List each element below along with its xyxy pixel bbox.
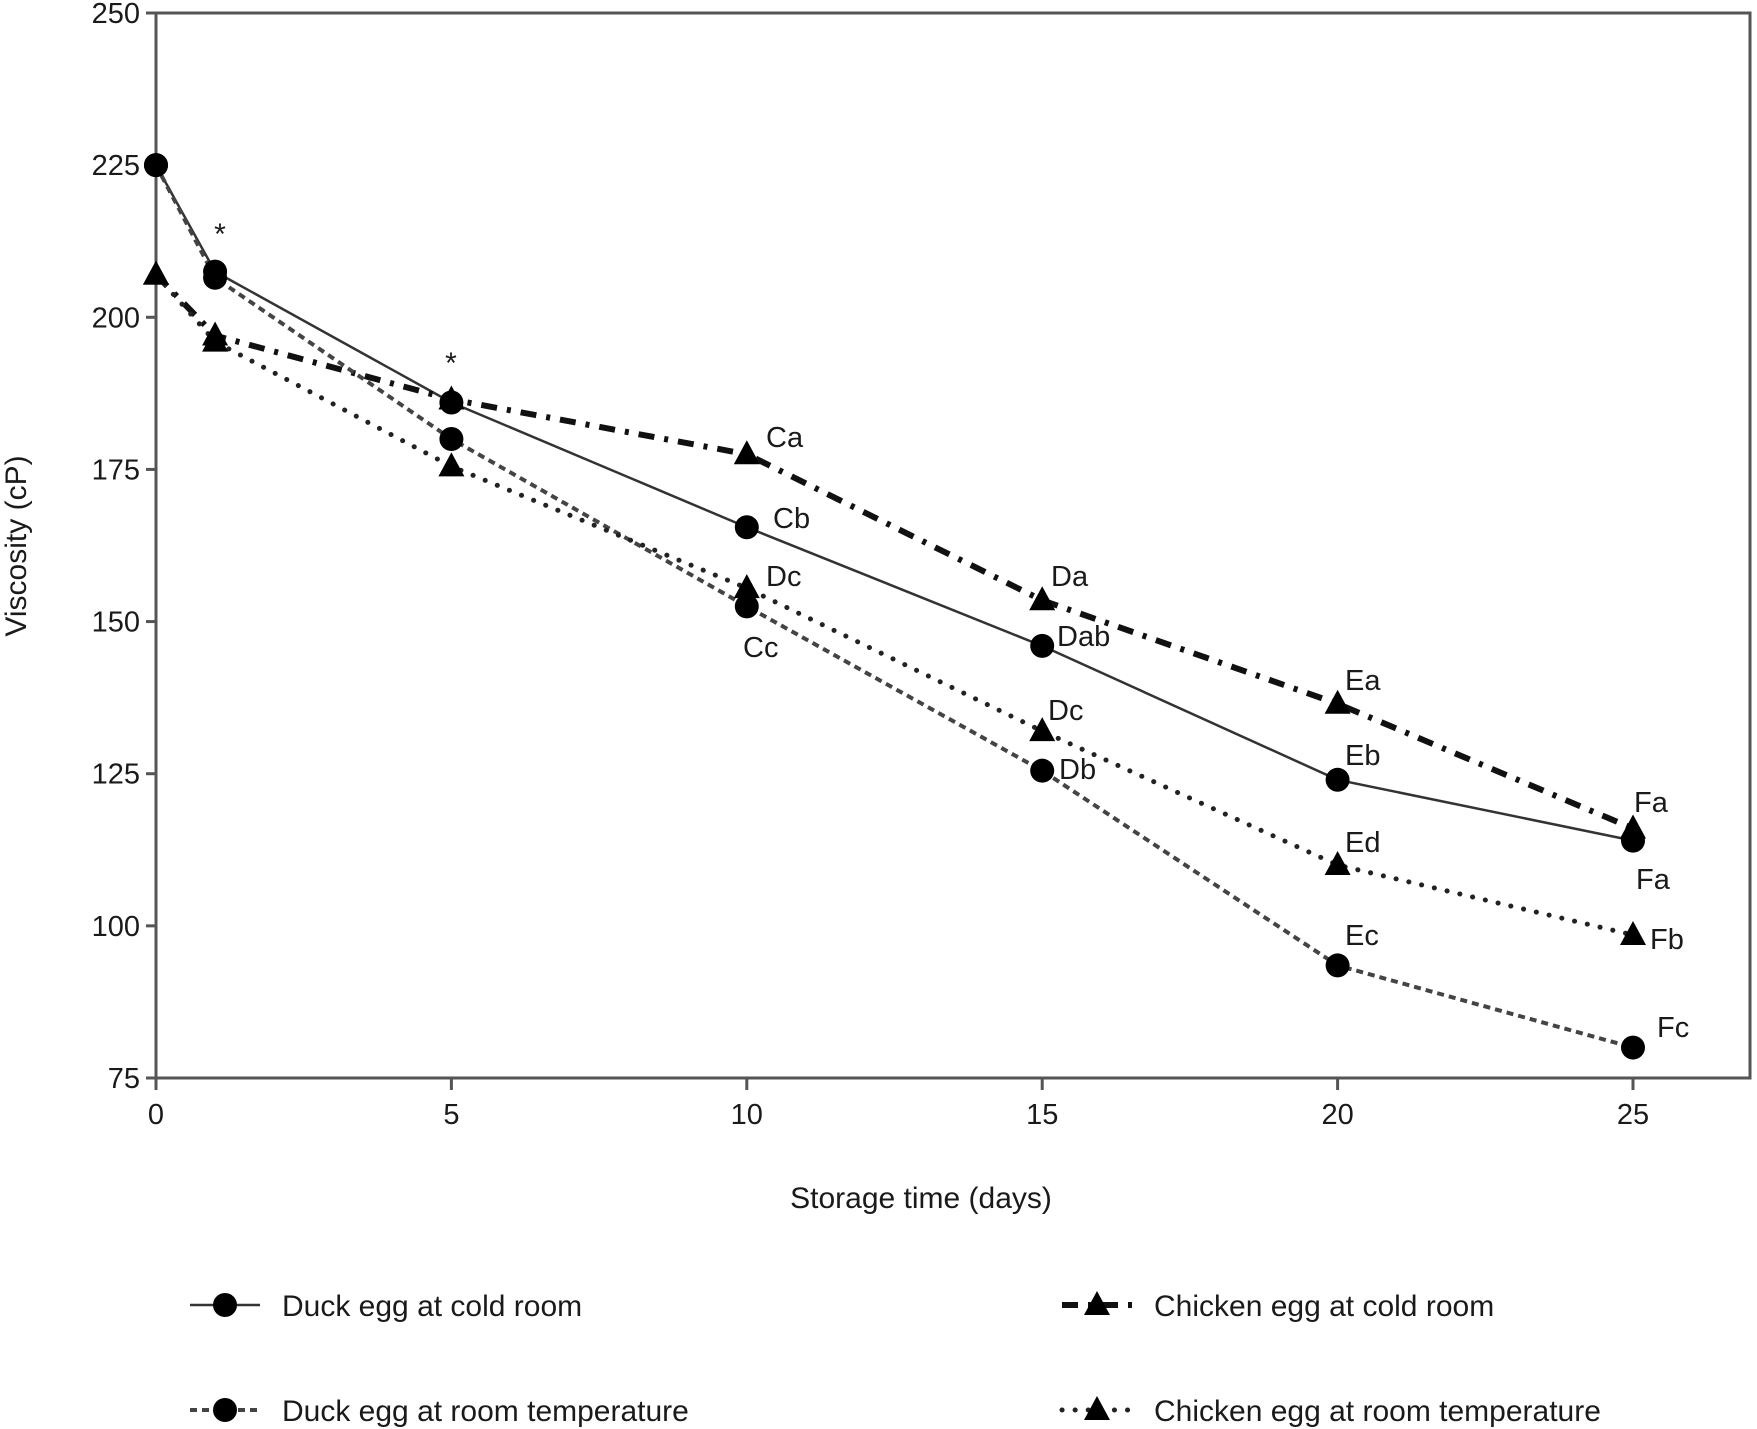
data-point-triangle: [1324, 851, 1351, 875]
y-tick-label: 250: [92, 0, 140, 30]
legend-marker: [213, 1398, 237, 1422]
series-line-2: [154, 164, 1634, 1050]
legend-label: Chicken egg at room temperature: [1154, 1395, 1601, 1428]
x-tick-label: 10: [731, 1099, 763, 1131]
data-point-triangle: [733, 574, 760, 599]
data-point-triangle: [1324, 689, 1351, 714]
annotation-label: Fa: [1634, 787, 1669, 819]
legend-label: Chicken egg at cold room: [1154, 1290, 1494, 1323]
data-point-circle: [1325, 953, 1350, 978]
series-line-3: [153, 272, 1636, 938]
legend-marker: [1084, 1396, 1110, 1420]
data-point-triangle: [733, 440, 760, 465]
data-point-triangle: [1029, 586, 1056, 611]
y-tick-label: 150: [92, 607, 140, 639]
series-markers: [143, 153, 1646, 1060]
annotation-label: Dc: [1048, 695, 1083, 727]
annotation-label: Db: [1059, 754, 1096, 786]
data-point-triangle: [438, 452, 465, 477]
x-tick-label: 20: [1321, 1099, 1353, 1131]
annotation-label: *: [445, 347, 457, 380]
axes: 75 100 125 150 175 200 225 250 0 5 10 15 20 25: [92, 0, 1650, 1131]
legend-item: Chicken egg at cold room: [1062, 1290, 1494, 1323]
annotation-label: Eb: [1345, 740, 1380, 772]
y-tick-label: 100: [92, 911, 140, 943]
y-tick-label: 200: [92, 302, 140, 334]
annotation-label: Fa: [1636, 864, 1671, 896]
data-point-triangle: [438, 385, 465, 410]
legend-item: Chicken egg at room temperature: [1059, 1395, 1601, 1428]
data-point-circle: [734, 594, 759, 619]
x-tick-label: 5: [443, 1099, 459, 1131]
legend: Duck egg at cold room Chicken egg at cold…: [190, 1290, 1601, 1428]
data-point-triangle: [143, 260, 169, 285]
annotations: * * Ca Cb Dc Cc Da Dab Dc Db Ea Eb Ed Ec Fa Fa Fb Fc: [214, 218, 1689, 1044]
annotation-label: Ec: [1345, 920, 1379, 952]
data-point-circle: [203, 265, 228, 290]
x-axis-label: Storage time (days): [790, 1182, 1052, 1215]
y-tick-label: 125: [92, 759, 140, 791]
annotation-label: *: [214, 218, 226, 251]
annotation-label: Ed: [1345, 827, 1380, 859]
series-line-0: [154, 164, 1634, 842]
y-tick-label: 225: [92, 150, 140, 182]
annotation-label: Dc: [766, 561, 801, 593]
data-point-circle: [1030, 758, 1055, 783]
y-axis-label: Viscosity (cP): [0, 455, 33, 636]
data-point-triangle: [1620, 814, 1646, 839]
legend-label: Duck egg at room temperature: [282, 1395, 689, 1428]
legend-marker: [1084, 1291, 1110, 1315]
x-tick-label: 15: [1026, 1099, 1058, 1131]
data-point-circle: [439, 427, 464, 451]
annotation-label: Da: [1051, 561, 1089, 593]
annotation-label: Dab: [1057, 621, 1110, 653]
plot-frame: [154, 11, 1752, 1080]
data-point-circle: [1621, 1035, 1645, 1060]
data-point-circle: [1325, 767, 1350, 792]
data-point-circle: [734, 515, 759, 540]
series-line-1: [153, 272, 1635, 832]
data-point-triangle: [202, 327, 229, 352]
annotation-label: Ca: [766, 422, 804, 454]
x-tick-label: 25: [1617, 1099, 1649, 1131]
data-point-triangle: [1620, 920, 1646, 945]
x-tick-label: 0: [148, 1099, 164, 1131]
data-point-circle: [1030, 633, 1055, 658]
data-point-triangle: [1029, 717, 1056, 742]
annotation-label: Fb: [1650, 924, 1684, 956]
y-tick-label: 175: [92, 454, 140, 486]
legend-label: Duck egg at cold room: [282, 1290, 582, 1323]
annotation-label: Fc: [1657, 1012, 1689, 1044]
y-tick-label: 75: [108, 1063, 140, 1095]
annotation-label: Cb: [773, 503, 810, 535]
legend-item: Duck egg at cold room: [190, 1290, 582, 1323]
annotation-label: Cc: [743, 632, 778, 664]
legend-marker: [213, 1293, 237, 1317]
series-lines: [153, 164, 1636, 1050]
data-point-circle: [144, 153, 168, 178]
legend-item: Duck egg at room temperature: [190, 1395, 689, 1428]
annotation-label: Ea: [1345, 665, 1381, 697]
